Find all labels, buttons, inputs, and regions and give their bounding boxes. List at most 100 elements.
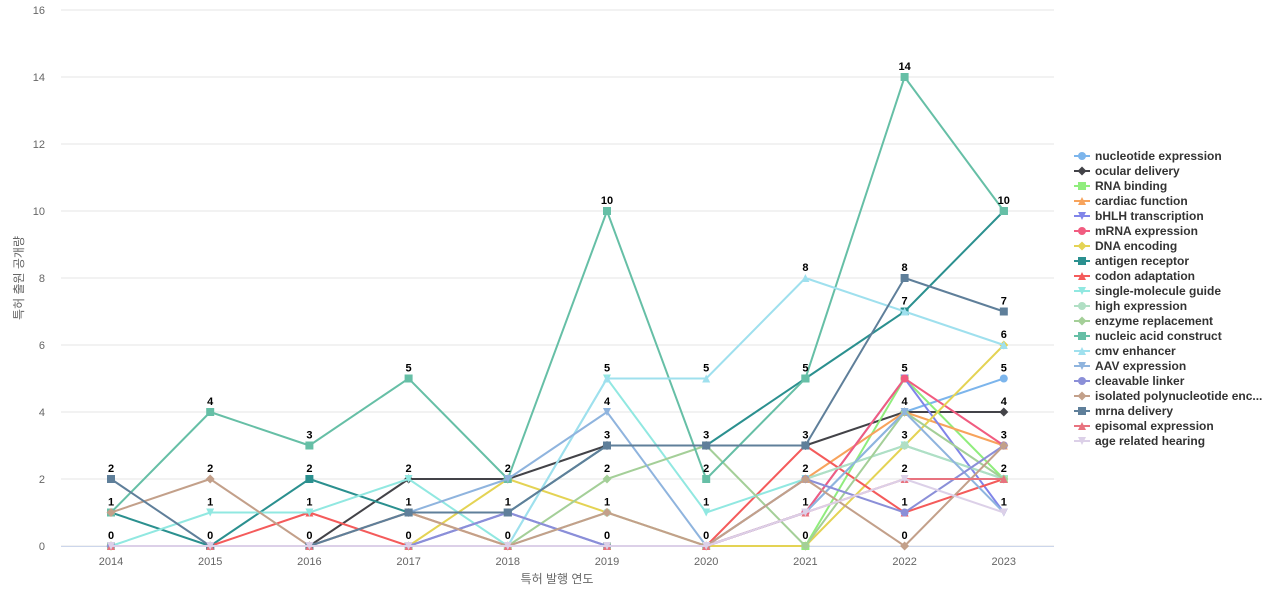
data-point	[404, 542, 413, 550]
data-label: 2	[207, 463, 213, 475]
data-point	[702, 542, 711, 550]
legend-label: mRNA expression	[1095, 224, 1198, 238]
data-point	[900, 508, 909, 517]
data-point	[900, 475, 909, 483]
legend-item[interactable]: episomal expression	[1074, 419, 1214, 433]
data-label: 0	[902, 530, 908, 542]
x-axis-title: 특허 발행 연도	[521, 571, 594, 586]
legend-item[interactable]: high expression	[1074, 299, 1187, 313]
data-point	[900, 541, 910, 551]
legend-item[interactable]: age related hearing	[1074, 434, 1205, 448]
legend-symbol	[1078, 362, 1086, 370]
data-label: 0	[703, 530, 709, 542]
data-label: 5	[902, 363, 908, 375]
data-point	[800, 541, 810, 551]
legend-item[interactable]: ocular delivery	[1074, 164, 1180, 178]
legend-item[interactable]: AAV expression	[1074, 359, 1186, 373]
grid-lines	[61, 9, 1054, 547]
data-label: 3	[1001, 430, 1007, 442]
legend-symbol	[1078, 437, 1086, 445]
data-point	[999, 508, 1008, 517]
data-point	[107, 475, 115, 483]
data-label: 10	[998, 195, 1010, 207]
legend-label: AAV expression	[1095, 359, 1186, 373]
legend-item[interactable]: single-molecule guide	[1074, 284, 1221, 298]
legend-label: ocular delivery	[1095, 164, 1180, 178]
legend-item[interactable]: cardiac function	[1074, 194, 1188, 208]
legend-label: RNA binding	[1095, 179, 1167, 193]
data-point	[206, 542, 215, 550]
data-point	[404, 475, 413, 483]
y-axis-ticks: 0 2 4 6 8 10 12 14 16	[33, 5, 45, 553]
series-line	[111, 478, 1005, 547]
x-tick-label: 2016	[297, 556, 321, 568]
x-axis-ticks: 2014 2015 2016 2017 2018 2019 2020 2021 2022 2023	[99, 556, 1016, 568]
series-line	[110, 76, 1005, 514]
data-label: 4	[604, 396, 611, 408]
data-point	[603, 374, 611, 383]
data-point	[801, 274, 810, 282]
legend-item[interactable]: cleavable linker	[1074, 374, 1185, 388]
data-label: 1	[1001, 497, 1007, 509]
legend-item[interactable]: isolated polynucleotide enc...	[1074, 389, 1262, 403]
x-tick-label: 2023	[992, 556, 1016, 568]
legend-item[interactable]: nucleotide expression	[1074, 149, 1222, 163]
x-tick-label: 2017	[396, 556, 420, 568]
legend-label: antigen receptor	[1095, 254, 1189, 268]
series-age-related-hearing[interactable]	[107, 475, 1008, 550]
legend-symbol	[1077, 241, 1087, 251]
legend-label: bHLH transcription	[1095, 209, 1204, 223]
data-label: 1	[802, 497, 808, 509]
data-point	[999, 407, 1009, 417]
legend-symbol	[1077, 391, 1087, 401]
data-label: 2	[604, 463, 610, 475]
legend-item[interactable]: nucleic acid construct	[1074, 329, 1222, 343]
series-nucleic-acid-construct[interactable]	[107, 73, 1008, 517]
legend-label: cmv enhancer	[1095, 344, 1176, 358]
legend-symbol	[1078, 287, 1086, 295]
data-label: 1	[902, 497, 908, 509]
data-point	[900, 374, 909, 383]
legend-item[interactable]: DNA encoding	[1074, 239, 1177, 253]
legend-label: enzyme replacement	[1095, 314, 1213, 328]
legend-item[interactable]: mrna delivery	[1074, 404, 1173, 418]
data-point	[206, 508, 215, 517]
legend-symbol	[1078, 422, 1086, 430]
legend-item[interactable]: bHLH transcription	[1074, 209, 1204, 223]
data-label: 5	[406, 363, 412, 375]
x-tick-label: 2018	[496, 556, 520, 568]
legend-item[interactable]: antigen receptor	[1074, 254, 1189, 268]
series-antigen-receptor[interactable]	[107, 207, 1008, 550]
legend-item[interactable]: enzyme replacement	[1074, 314, 1213, 328]
y-tick-label: 0	[39, 541, 45, 553]
data-label: 5	[1001, 363, 1007, 375]
legend-symbol	[1078, 227, 1086, 235]
legend-label: episomal expression	[1095, 419, 1214, 433]
data-point	[106, 508, 116, 517]
data-label: 3	[703, 430, 709, 442]
data-label: 0	[108, 530, 114, 542]
data-point	[999, 207, 1008, 215]
legend-item[interactable]: cmv enhancer	[1074, 344, 1176, 358]
legend-item[interactable]: mRNA expression	[1074, 224, 1198, 238]
legend-item[interactable]: codon adaptation	[1074, 269, 1195, 283]
data-label: 1	[306, 497, 312, 509]
data-point	[603, 207, 611, 215]
legend-label: age related hearing	[1095, 434, 1205, 448]
data-point	[999, 307, 1008, 316]
data-label: 0	[505, 530, 511, 542]
data-point	[702, 508, 711, 517]
data-point	[503, 475, 512, 483]
data-point	[900, 73, 909, 81]
data-point	[107, 542, 115, 550]
y-tick-label: 10	[33, 206, 45, 218]
data-label: 3	[306, 430, 312, 442]
legend-item[interactable]: RNA binding	[1074, 179, 1167, 193]
data-label: 6	[1001, 329, 1007, 341]
data-labels: 0 1 2 0 1 2 4 0 1 2 3 0 1 2 5 0 1 2 0 1 2 3 4 5 10 0 1 2 3 5 0 1 2 3 5 8 0 1 2…	[108, 61, 1010, 542]
data-point	[503, 542, 512, 550]
y-tick-label: 12	[33, 139, 45, 151]
x-tick-label: 2019	[595, 556, 619, 568]
